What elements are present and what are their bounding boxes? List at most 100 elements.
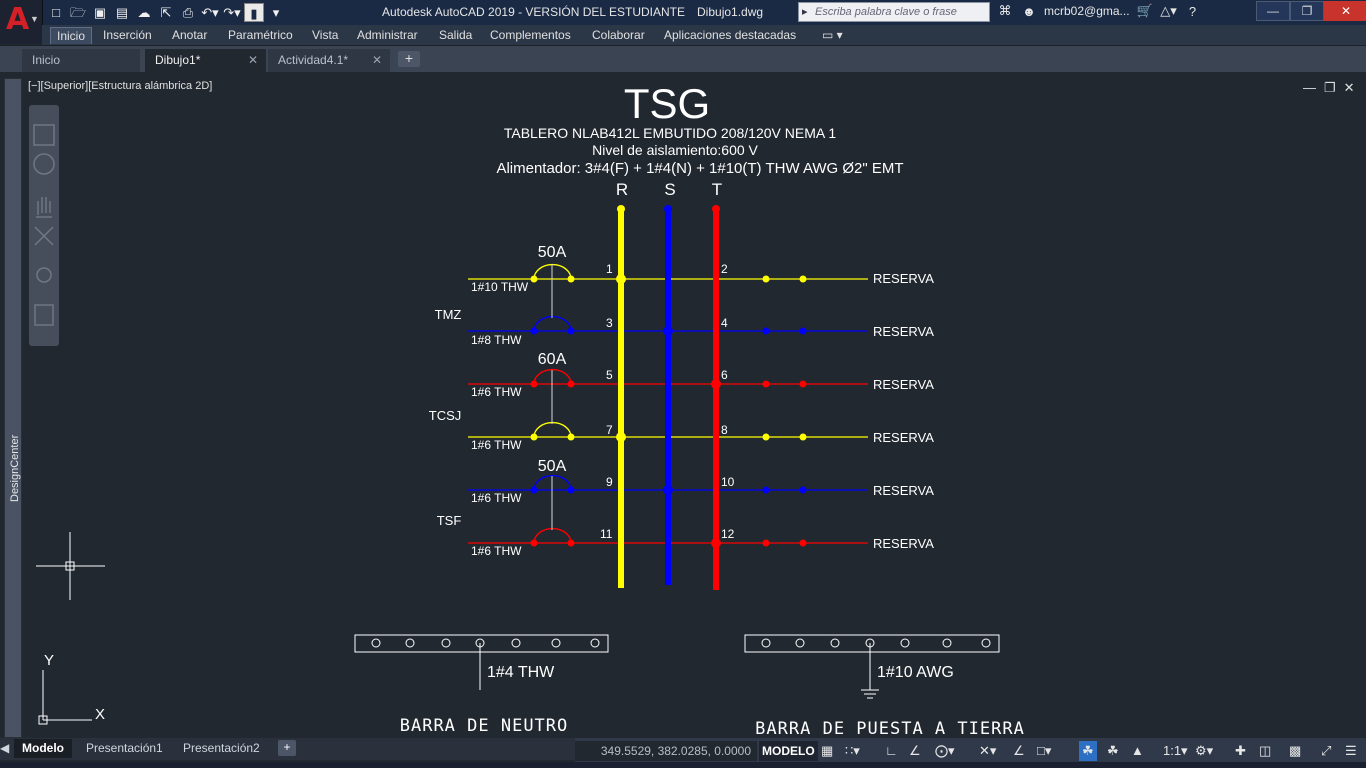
app-menu-button[interactable]: A ▼ [0, 0, 43, 44]
annotation-scale-icon[interactable]: ▲ [1131, 743, 1144, 758]
new-icon[interactable]: □ [52, 5, 60, 20]
tab-administrar[interactable]: Administrar [357, 28, 418, 42]
osnap-icon[interactable]: □▾ [1037, 743, 1052, 758]
redo-icon[interactable]: ↷▾ [223, 5, 241, 20]
steering-wheel-icon[interactable] [33, 153, 55, 175]
print-icon[interactable]: ⎙ [182, 5, 194, 20]
navigation-bar-icons [33, 124, 55, 326]
reserva-label: RESERVA [873, 324, 934, 339]
search-input[interactable]: ▸ Escriba palabra clave o frase [798, 2, 990, 22]
gear-icon[interactable]: ⚙▾ [1195, 743, 1214, 758]
restore-icon[interactable]: ❐ [1324, 80, 1336, 95]
showmotion-icon[interactable] [34, 304, 54, 326]
minimize-icon[interactable]: — [1256, 1, 1290, 21]
pan-icon[interactable] [36, 197, 52, 218]
polar-tracking-icon[interactable]: ⨀▾ [935, 743, 955, 758]
neutral-bar-label: BARRA DE NEUTRO [400, 716, 569, 736]
ortho-icon[interactable]: ∟ [885, 743, 898, 758]
restore-icon[interactable]: ❐ [1290, 1, 1324, 21]
tab-complementos[interactable]: Complementos [490, 28, 571, 42]
circuit-number: 10 [721, 475, 735, 489]
drawing-subtitle-1: TABLERO NLAB412L EMBUTIDO 208/120V NEMA … [504, 125, 836, 141]
document-tabs: Inicio Dibujo1* ✕ Actividad4.1* ✕ [0, 45, 1366, 72]
doc-tab-dibujo1[interactable]: Dibujo1* ✕ [145, 49, 266, 72]
isolate-icon[interactable]: ◫ [1259, 743, 1272, 758]
tab-insercion[interactable]: Inserción [103, 28, 152, 42]
chevron-down-icon: ▼ [30, 14, 39, 24]
model-space-button[interactable]: MODELO [759, 741, 818, 761]
neutral-wire-label: 1#4 THW [487, 664, 555, 681]
tab-colaborar[interactable]: Colaborar [592, 28, 645, 42]
title-bar: □ 🗁 ▣ ▤ ☁ ⇱ ⎙ ↶▾ ↷▾ ▮ ▾ Autodesk AutoCAD… [0, 0, 1366, 25]
help-icon[interactable]: ? [1188, 3, 1197, 19]
cart-icon[interactable]: 🛒 [1136, 3, 1153, 18]
zoom-icon[interactable] [34, 226, 54, 246]
ground-bar [744, 634, 1000, 699]
viewport-label[interactable]: [−][Superior][Estructura alámbrica 2D] [28, 80, 213, 92]
polar-icon[interactable]: ∠ [909, 743, 921, 758]
caret-icon[interactable]: ▾ [272, 5, 280, 20]
undo-icon[interactable]: ↶▾ [201, 5, 219, 20]
save-icon[interactable]: ▣ [93, 5, 107, 20]
exchange-icon[interactable]: △▾ [1160, 3, 1177, 18]
tab-presentacion1[interactable]: Presentación1 [86, 741, 163, 755]
customize-icon[interactable]: ☰ [1345, 743, 1357, 758]
tab-parametrico[interactable]: Paramétrico [228, 28, 293, 42]
close-icon[interactable]: ✕ [1324, 1, 1366, 21]
ground-wire-label: 1#10 AWG [877, 664, 954, 681]
tab-scroll-icon[interactable]: ◀ [0, 741, 10, 755]
close-icon[interactable]: ✕ [371, 53, 382, 67]
hardware-accel-icon[interactable]: ▩ [1289, 743, 1302, 758]
cloud-icon[interactable]: ☁ [137, 5, 151, 20]
tab-inicio[interactable]: Inicio [50, 27, 93, 44]
autocad-logo: A [6, 2, 30, 37]
snap-icon[interactable]: ∷▾ [845, 743, 860, 758]
new-tab-button[interactable]: + [398, 51, 420, 67]
doc-tab-label: Dibujo1* [155, 53, 201, 67]
user-icon[interactable]: ☻ [1022, 3, 1036, 19]
osnap-tracking-icon[interactable]: ✕▾ [979, 743, 997, 758]
close-icon[interactable]: ✕ [247, 53, 258, 67]
ribbon-options-icon[interactable]: ▭ ▾ [822, 28, 843, 42]
add-icon[interactable]: ✚ [1235, 743, 1246, 758]
tab-modelo[interactable]: Modelo [14, 739, 72, 758]
tab-anotar[interactable]: Anotar [172, 28, 208, 42]
save-as-icon[interactable]: ▤ [115, 5, 129, 20]
tab-aplicaciones-destacadas[interactable]: Aplicaciones destacadas [664, 28, 797, 42]
chevron-down-icon[interactable]: ▾ [1181, 743, 1188, 758]
circuit-number: 8 [721, 423, 728, 437]
status-bar: 349.5529, 382.0285, 0.0000 MODELO ▦ ∷▾ ∟… [575, 738, 1366, 763]
orbit-icon[interactable] [36, 267, 52, 283]
autoscale-icon[interactable]: ☘ [1107, 743, 1119, 758]
tab-presentacion2[interactable]: Presentación2 [183, 741, 260, 755]
reserva-label: RESERVA [873, 536, 934, 551]
add-layout-button[interactable]: + [278, 740, 296, 756]
close-icon[interactable]: ✕ [1343, 80, 1355, 95]
neutral-bar [354, 634, 609, 690]
lineweight-icon[interactable]: ∠ [1013, 743, 1025, 758]
user-name[interactable]: mcrb02@gma... [1044, 4, 1130, 18]
annotation-scale-value[interactable]: 1:1 [1163, 743, 1182, 758]
circuit-number: 1 [606, 262, 613, 276]
designcenter-panel[interactable]: DesignCenter [4, 78, 22, 738]
minimize-icon[interactable]: — [1303, 80, 1316, 95]
wire-label: 1#6 THW [471, 491, 522, 505]
tab-vista[interactable]: Vista [312, 28, 339, 42]
breaker-arc [533, 315, 572, 332]
coordinates-display[interactable]: 349.5529, 382.0285, 0.0000 [575, 741, 757, 761]
search-placeholder: Escriba palabra clave o frase [815, 6, 957, 18]
tab-salida[interactable]: Salida [439, 28, 473, 42]
doc-tab-actividad[interactable]: Actividad4.1* ✕ [268, 49, 390, 72]
export-icon[interactable]: ⇱ [160, 5, 172, 20]
junction [711, 379, 721, 389]
doc-tab-inicio[interactable]: Inicio [22, 49, 140, 72]
binoculars-icon[interactable]: ⌘ [998, 3, 1012, 18]
workspace-icon[interactable]: ▮ [244, 3, 264, 22]
open-icon[interactable]: 🗁 [69, 5, 87, 20]
annotation-visibility-icon[interactable]: ☘ [1079, 741, 1097, 761]
bus-top-t [712, 205, 720, 213]
fullscreen-icon[interactable]: ⤢ [1321, 743, 1332, 758]
grid-icon[interactable]: ▦ [821, 743, 834, 758]
viewcube-icon[interactable] [33, 124, 55, 146]
